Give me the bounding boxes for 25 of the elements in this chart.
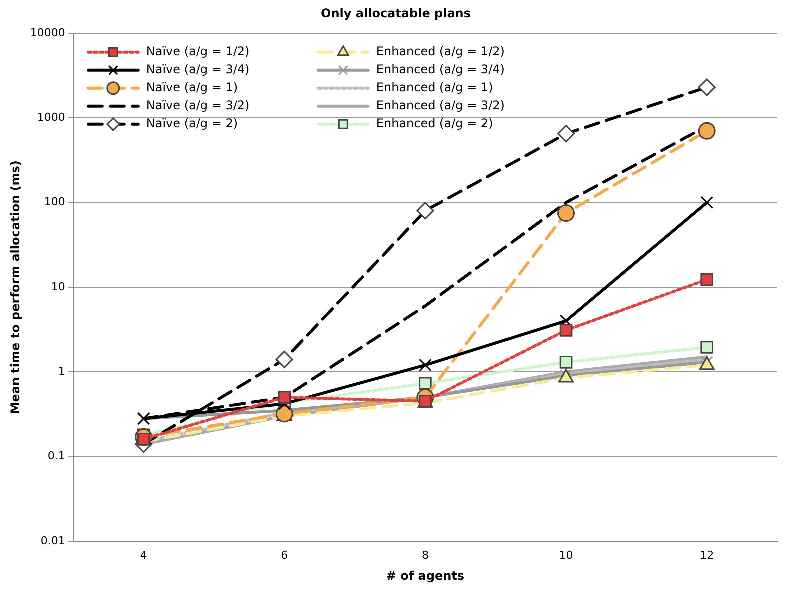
x-axis-title: # of agents	[386, 568, 465, 583]
legend-label: Naïve (a/g = 1)	[146, 80, 238, 95]
chart-title: Only allocatable plans	[321, 6, 471, 20]
y-tick-label: 1	[58, 364, 66, 378]
y-tick-label: 0.01	[40, 534, 66, 548]
x-tick-label: 8	[422, 548, 429, 562]
legend-label: Naïve (a/g = 2)	[146, 116, 238, 131]
legend-label: Enhanced (a/g = 2)	[376, 116, 494, 131]
legend-label: Naïve (a/g = 3/2)	[146, 98, 250, 113]
legend-label: Enhanced (a/g = 3/2)	[376, 98, 505, 113]
y-tick-label: 10	[51, 280, 66, 294]
legend-label: Naïve (a/g = 1/2)	[146, 44, 250, 59]
y-tick-label: 100	[44, 196, 66, 209]
x-tick-label: 10	[559, 548, 574, 562]
x-tick-label: 4	[140, 548, 148, 562]
y-axis-title: Mean time to perform allocation (ms)	[8, 160, 22, 414]
legend-label: Enhanced (a/g = 1/2)	[376, 44, 505, 59]
y-tick-label: 0.1	[48, 450, 66, 463]
y-tick-label: 1000	[37, 110, 66, 124]
y-tick-label: 10000	[30, 26, 66, 40]
legend-label: Enhanced (a/g = 3/4)	[376, 62, 505, 77]
x-tick-label: 6	[281, 548, 288, 562]
legend-label: Enhanced (a/g = 1)	[376, 80, 494, 95]
x-tick-label: 12	[700, 548, 714, 562]
legend-label: Naïve (a/g = 3/4)	[146, 62, 250, 77]
